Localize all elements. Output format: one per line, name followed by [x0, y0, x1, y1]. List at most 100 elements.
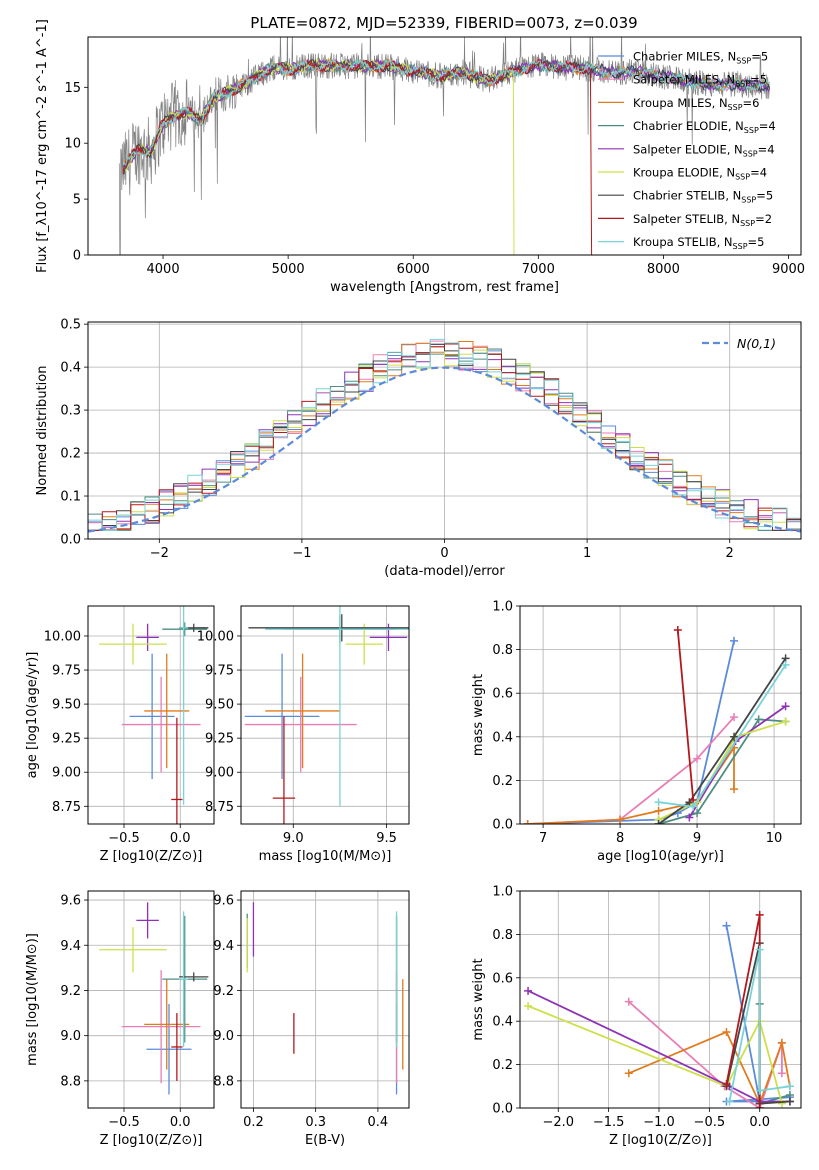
data-point — [755, 910, 764, 919]
legend-label: Chabrier STELIB, NSSP=5 — [633, 189, 773, 205]
x-axis-label: age [log10(age/yr)] — [597, 849, 724, 864]
massweight-line — [728, 949, 791, 1102]
y-tick-label: 9.2 — [213, 984, 234, 999]
axes-frame — [240, 605, 410, 825]
x-tick-label: −0.5 — [694, 1115, 726, 1130]
x-tick-label: −0.5 — [108, 831, 140, 846]
data-point — [755, 1086, 764, 1095]
data-point — [624, 1069, 633, 1078]
x-tick-label: 0 — [440, 546, 448, 561]
figure-title: PLATE=0872, MJD=52339, FIBERID=0073, z=0… — [250, 14, 637, 32]
data-point — [524, 986, 533, 995]
x-tick-label: 8000 — [647, 262, 680, 277]
legend-label: Kroupa ELODIE, NSSP=4 — [633, 166, 767, 182]
x-tick-label: −2.0 — [542, 1115, 574, 1130]
data-point — [785, 1097, 794, 1106]
data-point — [755, 945, 764, 954]
axes-frame — [87, 890, 215, 1109]
x-tick-label: −2 — [150, 546, 169, 561]
data-point — [654, 806, 663, 815]
histogram-step — [88, 338, 801, 531]
data-point — [777, 1069, 786, 1078]
y-tick-label: 0.0 — [492, 818, 513, 833]
data-point — [730, 732, 739, 741]
data-point — [722, 1028, 731, 1037]
panel-age_vs_Z: −0.5 0.0 8.75 9.00 9.25 9.50 9.75 10.00 Z [log10… — [25, 605, 215, 864]
axes-frame — [519, 605, 802, 825]
data-point — [722, 921, 731, 930]
data-point — [785, 1082, 794, 1091]
x-axis-label: wavelength [Angstrom, rest frame] — [330, 280, 559, 295]
y-tick-label: 5 — [73, 193, 81, 208]
y-tick-label: 8.8 — [60, 1074, 81, 1089]
x-tick-label: 0.3 — [305, 1115, 326, 1130]
panel-mass_vs_EBV: 0.2 0.3 0.4 8.8 9.0 9.2 9.4 9.6 E(B-V) — [213, 890, 410, 1148]
x-tick-label: 0.2 — [243, 1115, 264, 1130]
y-tick-label: 9.4 — [60, 939, 81, 954]
model-line — [122, 58, 770, 166]
data-point — [624, 997, 633, 1006]
x-tick-label: 0.0 — [170, 831, 191, 846]
panel-age_vs_mass: 9.0 9.5 8.75 9.00 9.25 9.50 9.75 10.00 mass [log… — [197, 605, 410, 864]
massweight-line — [676, 629, 695, 801]
axes-frame — [240, 890, 410, 1109]
y-tick-label: 0.8 — [492, 643, 513, 658]
panel-mass_vs_Z: −0.5 0.0 8.8 9.0 9.2 9.4 9.6 Z [log10(Z/Z⊙)] mas… — [25, 890, 215, 1148]
x-tick-label: 0.0 — [749, 1115, 770, 1130]
model-line — [122, 58, 593, 255]
y-tick-label: 1.0 — [492, 600, 513, 615]
x-axis-label: Z [log10(Z/Z⊙)] — [100, 849, 203, 864]
y-tick-label: 15 — [64, 81, 81, 96]
x-tick-label: 5000 — [272, 262, 305, 277]
x-tick-label: 6000 — [397, 262, 430, 277]
legend-label: Kroupa MILES, NSSP=6 — [633, 96, 759, 112]
y-tick-label: 9.25 — [52, 732, 81, 747]
massweight-line — [658, 718, 786, 824]
y-tick-label: 9.50 — [205, 698, 234, 713]
x-axis-label: (data-model)/error — [384, 564, 505, 579]
x-tick-label: 9.5 — [376, 831, 397, 846]
x-tick-label: −0.5 — [108, 1115, 140, 1130]
x-tick-label: 7 — [539, 831, 547, 846]
y-tick-label: 10.00 — [197, 629, 234, 644]
panel-massweight_vs_age: 7 8 9 10 0.0 0.2 0.4 0.6 0.8 1.0 age [log10(age/yr… — [471, 600, 802, 864]
legend-label: Salpeter STELIB, NSSP=2 — [633, 212, 772, 228]
panel-residuals: −2 −1 0 1 2 0.0 0.1 0.2 0.3 0.4 0.5 (data-model)/er… — [35, 318, 802, 579]
plot-content — [88, 322, 801, 539]
legend-label: Chabrier ELODIE, NSSP=4 — [633, 119, 776, 135]
y-tick-label: 0.8 — [492, 928, 513, 943]
x-tick-label: 8 — [616, 831, 624, 846]
y-tick-label: 0 — [73, 249, 81, 264]
data-point — [755, 1104, 764, 1108]
axes-frame — [87, 605, 215, 825]
legend-label: Salpeter ELODIE, NSSP=4 — [633, 142, 775, 158]
plot-content — [520, 606, 801, 824]
x-axis-label: Z [log10(Z/Z⊙)] — [609, 1133, 712, 1148]
plot-area: 4000 5000 6000 7000 8000 9000051015wavelength… — [25, 19, 805, 1148]
y-axis-label: mass weight — [471, 674, 486, 756]
y-tick-label: 9.0 — [60, 1029, 81, 1044]
y-tick-label: 10.00 — [44, 629, 81, 644]
plot-content — [88, 606, 214, 824]
plot-content — [118, 37, 771, 255]
x-tick-label: 0.4 — [368, 1115, 389, 1130]
x-tick-label: 10 — [766, 831, 783, 846]
spectrum-data-line — [118, 37, 771, 255]
model-line — [122, 58, 770, 175]
massweight-line — [688, 705, 787, 818]
y-tick-label: 9.00 — [205, 766, 234, 781]
y-axis-label: Normed distribution — [35, 366, 50, 496]
y-tick-label: 9.75 — [52, 664, 81, 679]
massweight-line — [527, 716, 735, 824]
data-point — [730, 713, 739, 722]
y-tick-label: 0.5 — [60, 318, 81, 333]
x-tick-label: −1.0 — [643, 1115, 675, 1130]
data-point — [689, 802, 698, 811]
x-tick-label: 7000 — [522, 262, 555, 277]
x-tick-label: 9.0 — [283, 831, 304, 846]
y-axis-label: age [log10(age/yr)] — [25, 652, 40, 779]
massweight-line — [527, 1005, 783, 1104]
x-tick-label: −1 — [292, 546, 311, 561]
data-point — [781, 717, 790, 726]
y-tick-label: 9.4 — [213, 939, 234, 954]
